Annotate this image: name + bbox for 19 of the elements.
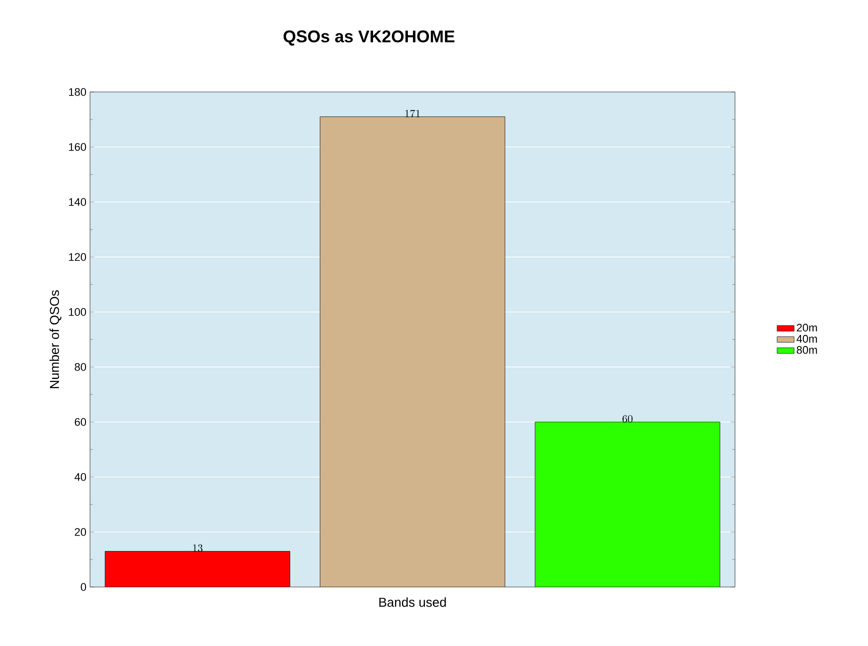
legend-label: 40m [796,334,817,343]
legend-label: 20m [796,324,817,332]
y-tick-label: 40 [74,473,86,481]
y-tick-label: 80 [74,363,86,371]
y-tick-label: 100 [69,308,86,316]
chart-title: QSOs as VK2OHOME [284,30,454,46]
y-tick-label: 60 [74,418,86,426]
y-tick-label: 20 [74,528,86,536]
y-tick-label: 0 [80,583,86,591]
y-axis-title: Number of QSOs [50,290,62,388]
y-tick-label: 160 [69,143,86,151]
y-tick-label: 140 [69,198,86,206]
y-tick-label: 180 [69,88,86,96]
data-label: 60 [622,415,633,423]
data-label: 13 [193,544,202,552]
x-axis-title: Bands used [379,597,446,607]
y-tick-label: 120 [69,253,86,261]
data-label: 171 [405,110,420,118]
legend-label: 80m [796,346,817,354]
